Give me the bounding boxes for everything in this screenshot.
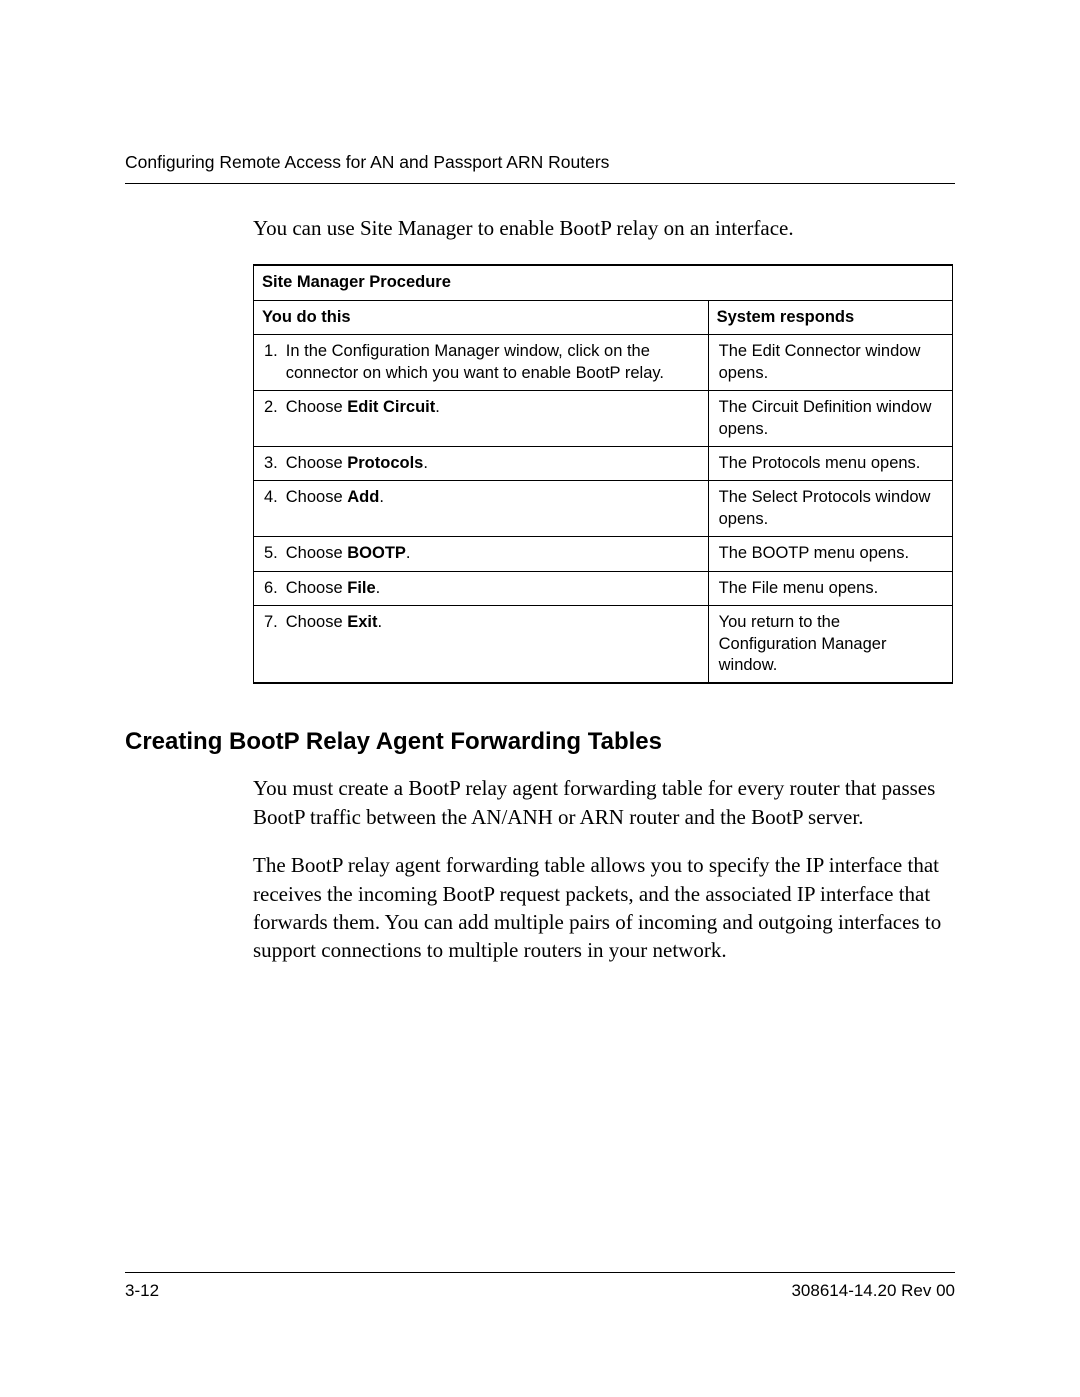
- step-action: Choose BOOTP.: [282, 537, 708, 571]
- step-response: You return to the Configuration Manager …: [708, 606, 952, 684]
- body-paragraph-2: The BootP relay agent forwarding table a…: [125, 851, 955, 964]
- step-response: The Protocols menu opens.: [708, 446, 952, 480]
- table-row: 7.Choose Exit.You return to the Configur…: [254, 606, 953, 684]
- section-heading: Creating BootP Relay Agent Forwarding Ta…: [125, 728, 955, 756]
- column-header-you-do-this: You do this: [254, 300, 709, 334]
- step-action: Choose Add.: [282, 481, 708, 537]
- step-number: 7.: [254, 606, 282, 684]
- step-action: Choose Protocols.: [282, 446, 708, 480]
- intro-paragraph: You can use Site Manager to enable BootP…: [125, 214, 955, 242]
- table-row: 6.Choose File.The File menu opens.: [254, 571, 953, 605]
- step-number: 2.: [254, 391, 282, 447]
- step-number: 4.: [254, 481, 282, 537]
- step-number: 1.: [254, 335, 282, 391]
- step-response: The File menu opens.: [708, 571, 952, 605]
- running-header: Configuring Remote Access for AN and Pas…: [125, 152, 955, 184]
- procedure-table: Site Manager Procedure You do this Syste…: [253, 264, 953, 684]
- step-response: The Select Protocols window opens.: [708, 481, 952, 537]
- table-title: Site Manager Procedure: [254, 265, 953, 300]
- procedure-table-wrap: Site Manager Procedure You do this Syste…: [125, 264, 955, 684]
- page: Configuring Remote Access for AN and Pas…: [0, 0, 1080, 1397]
- step-number: 6.: [254, 571, 282, 605]
- document-id: 308614-14.20 Rev 00: [791, 1281, 955, 1301]
- step-action: Choose Edit Circuit.: [282, 391, 708, 447]
- page-footer: 3-12 308614-14.20 Rev 00: [125, 1272, 955, 1301]
- table-row: 5.Choose BOOTP.The BOOTP menu opens.: [254, 537, 953, 571]
- step-response: The BOOTP menu opens.: [708, 537, 952, 571]
- step-number: 3.: [254, 446, 282, 480]
- table-row: 3.Choose Protocols.The Protocols menu op…: [254, 446, 953, 480]
- body-paragraph-1: You must create a BootP relay agent forw…: [125, 774, 955, 831]
- step-action: In the Configuration Manager window, cli…: [282, 335, 708, 391]
- column-header-system-responds: System responds: [708, 300, 952, 334]
- table-row: 4.Choose Add.The Select Protocols window…: [254, 481, 953, 537]
- table-row: 1.In the Configuration Manager window, c…: [254, 335, 953, 391]
- step-action: Choose Exit.: [282, 606, 708, 684]
- step-number: 5.: [254, 537, 282, 571]
- step-response: The Edit Connector window opens.: [708, 335, 952, 391]
- page-number: 3-12: [125, 1281, 159, 1301]
- table-row: 2.Choose Edit Circuit.The Circuit Defini…: [254, 391, 953, 447]
- step-action: Choose File.: [282, 571, 708, 605]
- step-response: The Circuit Definition window opens.: [708, 391, 952, 447]
